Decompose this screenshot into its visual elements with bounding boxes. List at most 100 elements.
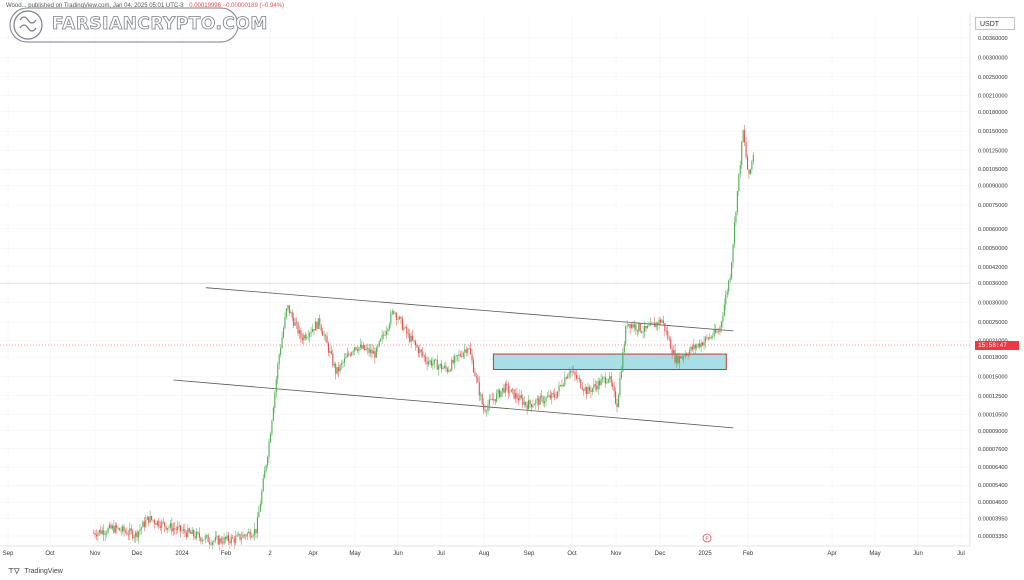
tradingview-logo-icon: ⊤▽: [8, 568, 20, 575]
candle-body: [240, 537, 243, 540]
candle-body: [462, 352, 464, 357]
trendlines: [173, 287, 734, 429]
candle-body: [406, 326, 408, 334]
candle-body: [259, 504, 261, 512]
candle-body: [98, 530, 100, 533]
candle-body: [471, 354, 473, 361]
candle-body: [127, 534, 129, 536]
y-tick-label: 0.00015000: [978, 374, 1008, 380]
candle-body: [136, 532, 138, 538]
candle-body: [194, 536, 196, 538]
y-tick-label: 0.00090000: [978, 184, 1008, 190]
candle-body: [158, 520, 160, 527]
candle-body: [613, 386, 615, 392]
x-tick-label: Sep: [3, 551, 14, 557]
candle-body: [172, 528, 174, 532]
candle-body: [557, 391, 559, 398]
candle-body: [306, 337, 308, 339]
candle-body: [369, 349, 372, 353]
currency-selector[interactable]: USDT: [975, 17, 1015, 30]
x-tick-label: Nov: [90, 551, 101, 557]
chart-header: Wood... published on TradingView.com, Ja…: [6, 3, 284, 9]
candle-body: [439, 363, 441, 366]
candle-body: [751, 161, 753, 170]
candle-body: [101, 530, 103, 534]
candle-body: [412, 335, 414, 341]
candle-body: [203, 539, 205, 541]
candle-body: [474, 372, 476, 376]
candle-body: [280, 348, 282, 355]
candle-body: [555, 397, 557, 398]
candle-body: [745, 142, 747, 157]
candle-body: [211, 542, 214, 545]
candles: [93, 124, 754, 551]
candle-body: [465, 349, 467, 353]
candle-body: [742, 130, 744, 143]
candle-body: [239, 534, 241, 540]
candle-body: [245, 535, 247, 537]
candle-body: [674, 350, 676, 363]
candle-body: [106, 532, 108, 534]
candle-body: [619, 377, 621, 395]
candle-body: [564, 377, 566, 385]
candle-body: [632, 324, 634, 328]
candle-body: [543, 401, 546, 404]
candle-body: [198, 533, 200, 538]
candle-body: [367, 348, 369, 350]
candle-body: [480, 394, 482, 396]
candle-body: [272, 408, 274, 421]
candle-body: [481, 394, 483, 404]
candle-body: [255, 528, 257, 534]
candle-body: [717, 331, 720, 332]
candle-body: [285, 308, 287, 317]
candle-body: [513, 389, 515, 399]
candle-body: [204, 536, 206, 540]
candle-body: [488, 399, 490, 406]
candle-body: [113, 525, 115, 533]
candle-body: [152, 519, 154, 521]
candle-body: [93, 532, 95, 534]
candle-body: [209, 542, 211, 544]
candle-body: [597, 380, 599, 390]
candle-body: [362, 345, 364, 349]
candle-body: [712, 336, 714, 338]
candle-body: [499, 389, 501, 397]
candle-body: [262, 478, 264, 492]
candle-body: [673, 350, 675, 354]
y-tick-label: 0.00012500: [978, 394, 1008, 400]
candle-body: [404, 326, 406, 328]
candle-body: [445, 365, 447, 369]
candle-body: [330, 351, 332, 354]
candle-body: [507, 385, 509, 393]
candle-body: [301, 338, 303, 341]
candle-body: [396, 313, 398, 320]
candle-body: [562, 384, 564, 387]
candle-body: [610, 376, 612, 384]
candle-body: [343, 358, 345, 363]
candle-body: [565, 377, 567, 379]
candle-body: [475, 375, 477, 378]
candle-body: [491, 398, 493, 401]
candle-body: [670, 339, 672, 350]
candle-body: [288, 305, 290, 314]
candle-body: [430, 360, 432, 366]
candle-body: [316, 322, 318, 329]
trendline: [205, 287, 734, 332]
x-tick-label: Jul: [437, 551, 445, 557]
candle-body: [155, 523, 157, 525]
candle-body: [506, 383, 508, 386]
y-tick-label: 0.00360000: [978, 36, 1008, 42]
candle-body: [258, 511, 260, 518]
y-tick-label: 0.00004600: [978, 500, 1008, 506]
candle-body: [496, 393, 498, 402]
candle-body: [586, 387, 588, 395]
candle-body: [696, 345, 698, 349]
y-tick-label: 0.00050000: [978, 246, 1008, 252]
x-tick-label: Sep: [524, 551, 535, 557]
candle-body: [697, 343, 699, 346]
candle-body: [625, 326, 627, 345]
x-tick-label: May: [349, 551, 360, 557]
event-marker[interactable]: F: [702, 533, 712, 543]
candle-body: [530, 404, 533, 408]
